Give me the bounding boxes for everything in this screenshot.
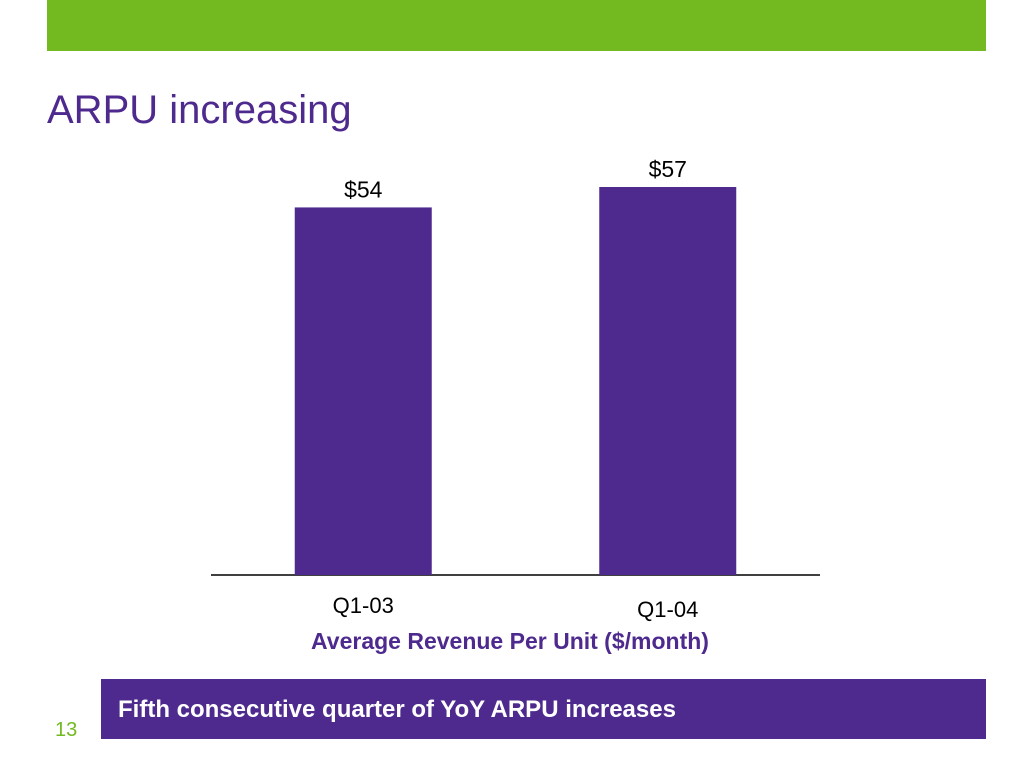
takeaway-banner: Fifth consecutive quarter of YoY ARPU in… xyxy=(101,679,986,739)
data-label-q1-04: $57 xyxy=(649,156,687,182)
x-tick-label-q1-03: Q1-03 xyxy=(333,593,394,618)
chart-axis-caption: Average Revenue Per Unit ($/month) xyxy=(311,628,709,654)
data-label-q1-03: $54 xyxy=(344,176,383,202)
x-tick-label-q1-04: Q1-04 xyxy=(637,597,698,622)
bar-q1-03 xyxy=(294,207,432,575)
bar-q1-04 xyxy=(599,187,737,575)
top-accent-band xyxy=(47,0,986,51)
page-number: 13 xyxy=(55,719,78,741)
takeaway-banner-text: Fifth consecutive quarter of YoY ARPU in… xyxy=(118,696,676,723)
slide-title: ARPU increasing xyxy=(47,88,352,132)
